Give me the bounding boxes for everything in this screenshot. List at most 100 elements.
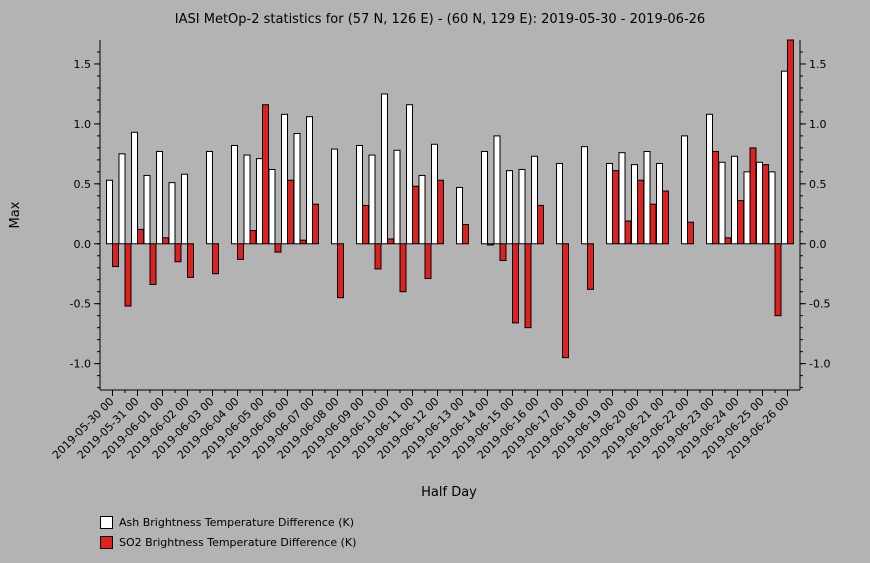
bar-ash (306, 116, 313, 245)
bar-ash (406, 104, 413, 245)
y-axis-label: Max (8, 201, 23, 228)
bar-so2 (287, 179, 294, 245)
bar-ash (631, 164, 638, 245)
legend-label-so2: SO2 Brightness Temperature Difference (K… (119, 535, 357, 549)
legend-swatch-ash (100, 515, 113, 529)
bar-so2 (624, 220, 632, 245)
y-tick-label-left: 0.5 (74, 178, 92, 191)
bar-so2 (649, 203, 657, 245)
bar-so2 (562, 243, 569, 359)
bar-ash (781, 70, 788, 245)
bar-so2 (662, 190, 669, 245)
bar-ash (106, 179, 113, 245)
bar-so2 (524, 243, 532, 329)
bar-ash (518, 168, 526, 245)
bar-so2 (374, 243, 382, 270)
bar-ash (393, 149, 401, 245)
plot-area: -1.0 -1.0 -0.5 -0.5 0.0 0.0 0.5 0.5 1.0 1.0 1.5 1.5… (50, 39, 830, 462)
bar-so2 (487, 243, 494, 246)
bar-ash (331, 148, 338, 245)
legend-swatch-so2 (100, 535, 113, 549)
bar-so2 (712, 150, 719, 245)
chart-title: IASI MetOp-2 statistics for (57 N, 126 E… (175, 12, 705, 27)
bar-so2 (499, 243, 507, 262)
bar-ash (493, 135, 501, 245)
bar-so2 (149, 243, 157, 286)
legend-item-so2: SO2 Brightness Temperature Difference (K… (100, 532, 356, 552)
bar-ash (556, 162, 563, 245)
bar-ash (718, 161, 726, 245)
bar-ash (206, 150, 213, 245)
bar-ash (156, 150, 163, 245)
bar-ash (531, 155, 538, 245)
bar-so2 (612, 170, 619, 245)
bar-ash (131, 131, 138, 245)
bar-so2 (212, 243, 219, 275)
bar-so2 (174, 243, 182, 263)
bar-ash (706, 113, 713, 245)
bar-so2 (774, 243, 782, 317)
bar-so2 (724, 237, 732, 245)
bar-so2 (437, 179, 444, 245)
bar-so2 (337, 243, 344, 299)
legend: Ash Brightness Temperature Difference (K… (100, 512, 356, 552)
bar-ash (418, 174, 426, 245)
bar-ash (481, 150, 488, 245)
y-tick-label-left: 0.0 (74, 238, 92, 251)
bar-ash (581, 146, 588, 245)
bar-ash (656, 162, 663, 245)
bar-ash (643, 150, 651, 245)
bar-ash (681, 135, 688, 245)
y-tick-label-right: -0.5 (809, 298, 830, 311)
bar-ash (756, 161, 763, 245)
bar-so2 (262, 104, 269, 245)
bar-so2 (249, 230, 257, 245)
bar-so2 (112, 243, 119, 268)
bar-ash (606, 162, 613, 245)
bar-ash (181, 173, 188, 245)
bar-ash (731, 155, 738, 245)
y-tick-label-right: 0.5 (809, 178, 827, 191)
bar-so2 (312, 203, 319, 245)
bar-ash (506, 170, 513, 245)
bar-so2 (749, 147, 757, 245)
y-tick-label-left: 1.0 (74, 118, 92, 131)
bar-so2 (399, 243, 407, 293)
bar-ash (381, 93, 388, 245)
bar-so2 (362, 204, 369, 245)
y-tick-label-right: 0.0 (809, 238, 827, 251)
bar-so2 (187, 243, 194, 278)
bar-so2 (412, 185, 419, 245)
bar-ash (281, 113, 288, 245)
bar-ash (293, 132, 301, 245)
bar-ash (431, 143, 438, 245)
bar-ash (243, 154, 251, 245)
y-tick-label-left: -1.0 (70, 358, 91, 371)
bar-so2 (137, 228, 144, 245)
bar-so2 (762, 164, 769, 245)
y-tick-label-right: 1.5 (809, 58, 827, 71)
bar-ash (356, 144, 363, 245)
bar-ash (456, 186, 463, 245)
bar-ash (256, 158, 263, 245)
y-tick-label-left: -0.5 (70, 298, 91, 311)
y-tick-label-right: -1.0 (809, 358, 830, 371)
x-axis-label: Half Day (421, 485, 477, 500)
bar-ash (743, 171, 751, 245)
bar-so2 (537, 204, 544, 245)
bar-so2 (737, 200, 744, 245)
bar-so2 (299, 239, 307, 245)
bar-ash (618, 152, 626, 245)
bar-so2 (274, 243, 282, 253)
bar-ash (368, 154, 376, 245)
bar-so2 (687, 221, 694, 245)
bar-ash (268, 168, 276, 245)
bar-so2 (162, 237, 169, 245)
bar-ash (231, 144, 238, 245)
y-tick-label-left: 1.5 (74, 58, 92, 71)
bar-so2 (637, 179, 644, 245)
bar-ash (118, 153, 126, 245)
bar-so2 (387, 238, 394, 245)
bar-so2 (587, 243, 594, 290)
